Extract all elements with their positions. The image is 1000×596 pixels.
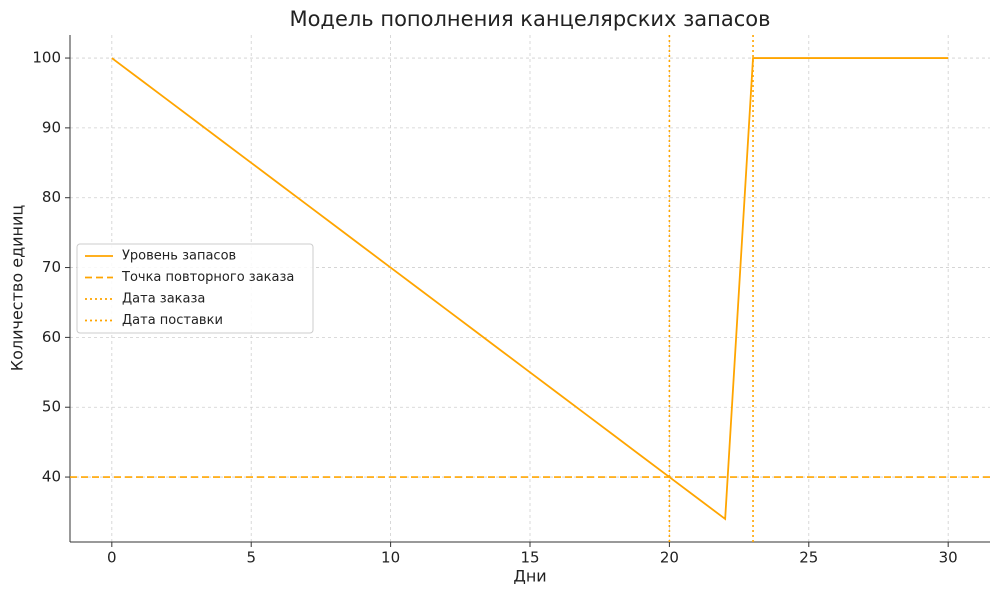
y-tick-label: 80 bbox=[42, 188, 61, 206]
stock-line bbox=[111, 57, 949, 521]
legend-label: Дата поставки bbox=[122, 313, 223, 328]
legend-label: Точка повторного заказа bbox=[121, 270, 294, 285]
x-tick-label: 5 bbox=[246, 549, 256, 567]
y-tick-label: 70 bbox=[42, 258, 61, 276]
x-tick-label: 20 bbox=[660, 549, 679, 567]
x-tick-label: 30 bbox=[939, 549, 958, 567]
legend-box bbox=[76, 243, 314, 334]
chart-title: Модель пополнения канцелярских запасов bbox=[289, 7, 770, 31]
y-tick-label: 60 bbox=[42, 328, 61, 346]
x-tick-label: 25 bbox=[799, 549, 818, 567]
y-tick-label: 40 bbox=[42, 468, 61, 486]
legend-label: Уровень запасов bbox=[122, 249, 236, 264]
x-tick-label: 0 bbox=[107, 549, 117, 567]
legend-label: Дата заказа bbox=[122, 292, 205, 307]
x-tick-label: 10 bbox=[381, 549, 400, 567]
x-tick-label: 15 bbox=[520, 549, 539, 567]
y-tick-label: 50 bbox=[42, 398, 61, 416]
y-tick-label: 100 bbox=[32, 49, 61, 67]
x-axis-label: Дни bbox=[513, 567, 546, 586]
y-axis-label: Количество единиц bbox=[8, 205, 27, 372]
y-tick-label: 90 bbox=[42, 118, 61, 136]
